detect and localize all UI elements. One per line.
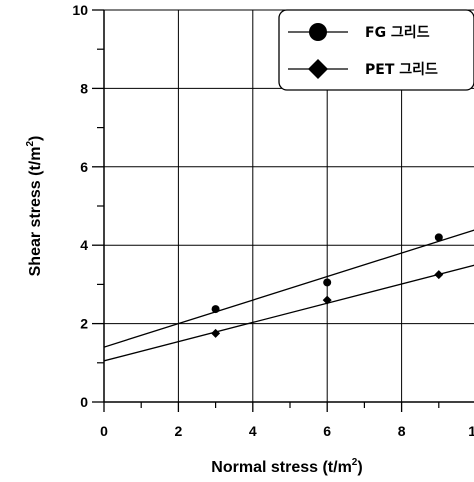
y-tick-label: 10 [72, 2, 88, 18]
data-point-circle [211, 305, 220, 314]
tick-labels: 0 2 4 6 8 10 0 2 4 6 8 10 [72, 2, 474, 439]
y-axis-title: Shear stress (t/m2) [25, 136, 44, 277]
y-tick-label: 6 [80, 159, 88, 175]
x-tick-label: 10 [468, 423, 474, 439]
x-tick-label: 8 [398, 423, 406, 439]
data-points [211, 233, 444, 338]
x-tick-label: 6 [323, 423, 331, 439]
data-point-circle [434, 233, 443, 242]
data-point-diamond [434, 270, 444, 280]
y-tick-label: 4 [80, 237, 88, 253]
data-point-circle [323, 278, 332, 287]
legend-marker-circle [309, 23, 327, 41]
legend-marker-diamond [308, 59, 328, 79]
legend-label-pet: PET 그리드 [365, 62, 438, 78]
legend: FG 그리드 PET 그리드 [278, 9, 474, 91]
y-tick-label: 2 [80, 316, 88, 332]
axes [92, 9, 474, 412]
x-tick-label: 0 [100, 423, 108, 439]
x-tick-label: 2 [175, 423, 183, 439]
data-point-diamond [322, 295, 332, 305]
legend-label-fg: FG 그리드 [365, 25, 430, 41]
x-tick-label: 4 [249, 423, 257, 439]
y-tick-label: 0 [80, 394, 88, 410]
legend-box [278, 9, 474, 91]
data-point-diamond [211, 328, 221, 338]
x-axis-title: Normal stress (t/m2) [211, 457, 362, 476]
y-tick-label: 8 [80, 80, 88, 96]
fit-line-series-1 [104, 229, 474, 348]
fit-line-series-2 [104, 264, 474, 362]
fit-lines [104, 229, 474, 362]
